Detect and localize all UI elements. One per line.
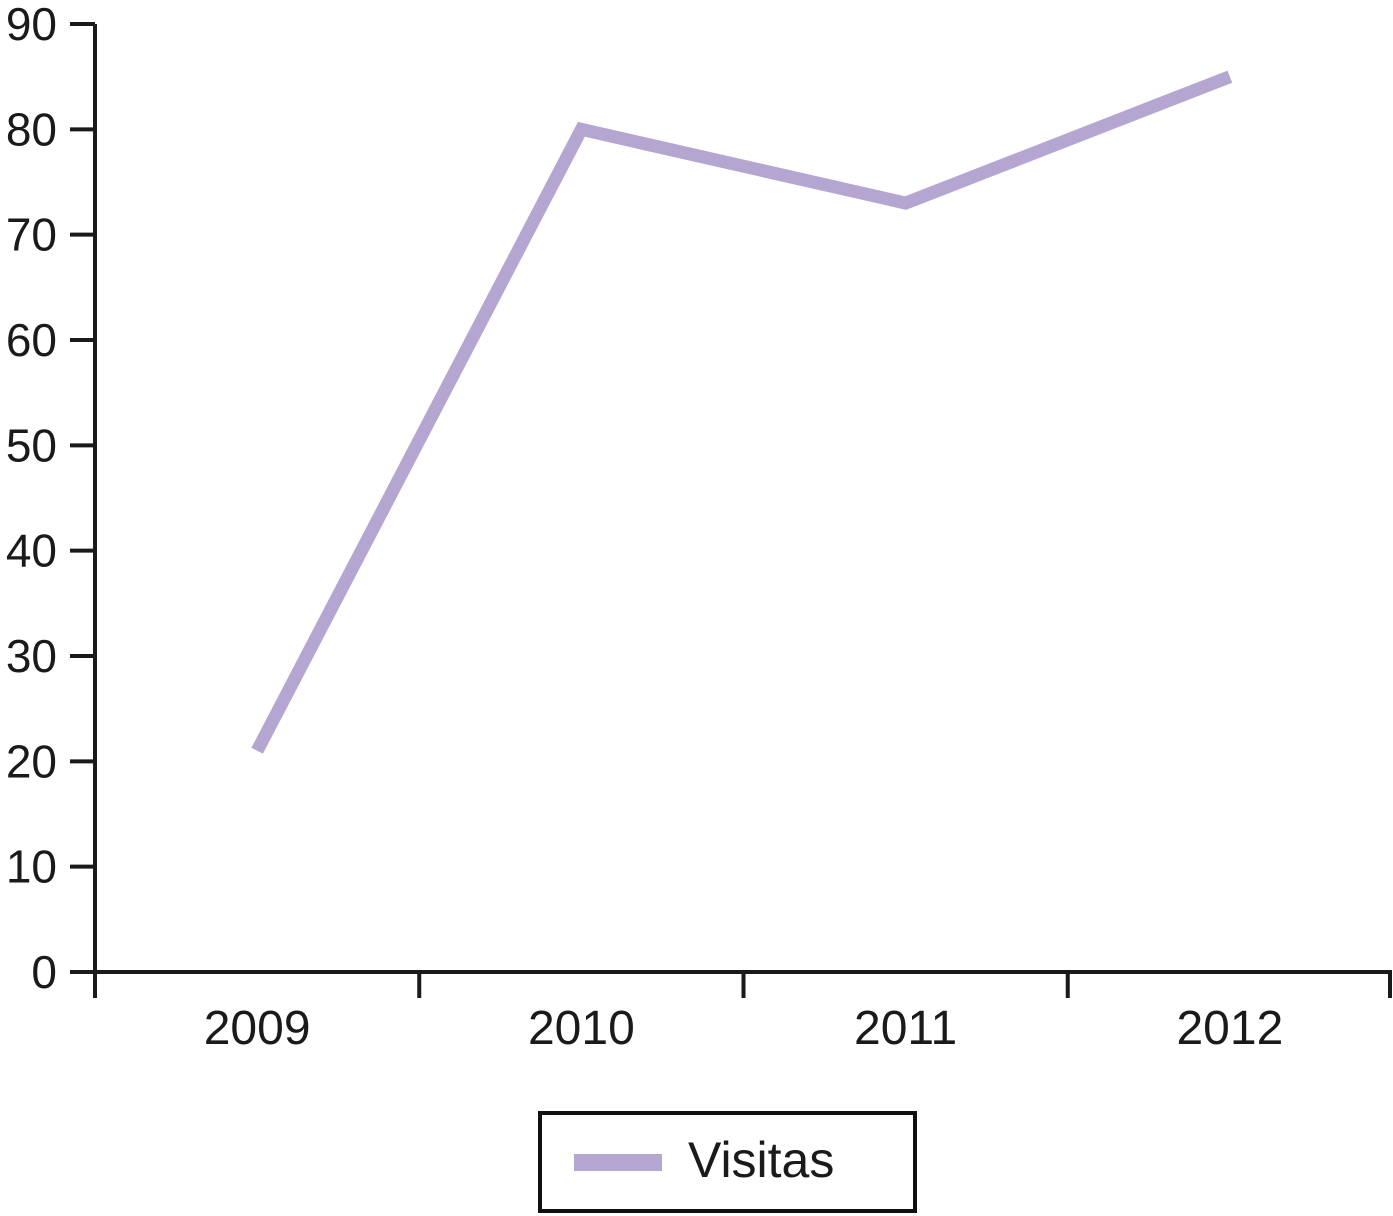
- y-tick-label: 40: [6, 525, 57, 577]
- y-tick-label: 60: [6, 314, 57, 366]
- y-tick-label: 50: [6, 419, 57, 471]
- y-tick-label: 70: [6, 209, 57, 261]
- y-tick-label: 90: [6, 0, 57, 50]
- y-tick-label: 20: [6, 735, 57, 787]
- x-tick-label: 2010: [528, 1002, 635, 1055]
- x-tick-label: 2012: [1176, 1002, 1283, 1055]
- x-tick-label: 2009: [204, 1002, 311, 1055]
- legend-label: Visitas: [688, 1132, 835, 1188]
- legend-line-swatch: [574, 1153, 662, 1171]
- x-tick-label: 2011: [854, 1002, 957, 1055]
- y-tick-label: 0: [31, 946, 57, 998]
- series-line-visitas: [251, 70, 1233, 754]
- y-tick-label: 10: [6, 841, 57, 893]
- y-tick-label: 30: [6, 630, 57, 682]
- y-tick-label: 80: [6, 103, 57, 155]
- legend: Visitas: [538, 1111, 917, 1213]
